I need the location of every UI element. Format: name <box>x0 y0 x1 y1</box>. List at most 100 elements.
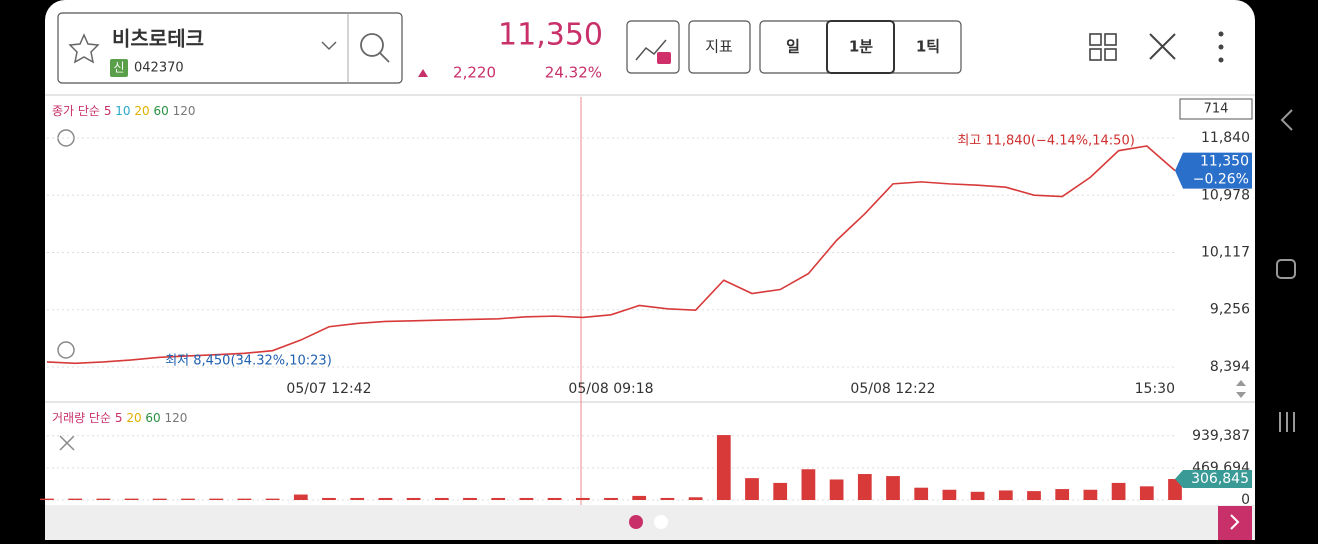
high-label: 최고 11,840(−4.14%,14:50) <box>957 134 1134 149</box>
y-tick-label: 939,387 <box>1192 428 1250 444</box>
button-label[interactable]: 1틱 <box>916 38 940 56</box>
indicator-button[interactable] <box>688 20 751 74</box>
volume-bar <box>632 495 647 500</box>
volume-bar <box>1111 482 1126 500</box>
scroll-icon[interactable] <box>1236 380 1246 398</box>
price-tag <box>1175 152 1252 189</box>
volume-bar <box>857 474 872 500</box>
price-tag-change: −0.26% <box>1193 172 1249 188</box>
change: 2,220 <box>453 64 496 82</box>
volume-bar <box>604 497 618 500</box>
page-dot[interactable] <box>629 515 643 529</box>
legend: 종가 단순 5 10 20 60 120 <box>52 104 196 118</box>
legend-item: 10 <box>115 104 130 118</box>
legend-item: 60 <box>154 104 169 118</box>
page-dot[interactable] <box>654 515 668 529</box>
star-icon[interactable] <box>68 33 100 64</box>
volume-bar <box>40 498 54 500</box>
volume-bar <box>378 497 393 500</box>
y-tick-label: 0 <box>1241 492 1250 508</box>
volume-bar <box>688 497 703 500</box>
volume-bar <box>434 497 449 500</box>
legend-item: 5 <box>115 411 123 425</box>
volume-tag-value: 306,845 <box>1191 471 1249 487</box>
volume-bar <box>68 498 83 500</box>
volume-bar <box>152 498 167 500</box>
legend-item: 거래량 단순 <box>52 411 111 425</box>
button-label[interactable]: 일 <box>786 38 800 56</box>
grid-icon[interactable] <box>1089 33 1117 61</box>
badge: 신 <box>113 61 124 75</box>
change-pct: 24.32% <box>545 64 602 82</box>
tools-icon[interactable] <box>1149 33 1176 60</box>
y-tick-label: 9,256 <box>1210 302 1250 318</box>
volume-bar <box>463 497 477 500</box>
legend-item: 120 <box>165 411 188 425</box>
legend-item: 60 <box>145 411 160 425</box>
box <box>1179 98 1253 120</box>
volume-bar <box>998 490 1013 500</box>
y-tick-label: 8,394 <box>1210 359 1250 375</box>
volume-bar <box>914 487 929 500</box>
y-tick-label: 10,978 <box>1201 187 1250 203</box>
badge-bg <box>110 59 128 77</box>
button-label[interactable]: 1분 <box>849 38 873 56</box>
y-tick-label: 10,117 <box>1201 245 1250 261</box>
dropdown-icon[interactable] <box>321 41 337 51</box>
volume-bar <box>519 497 534 500</box>
legend-item: 5 <box>104 104 112 118</box>
volume-bar <box>575 497 590 500</box>
legend-item: 20 <box>134 104 149 118</box>
volume-bar <box>237 498 252 500</box>
next-button[interactable] <box>1218 506 1252 540</box>
button-label[interactable]: 지표 <box>705 38 733 56</box>
volume-bar <box>886 476 900 500</box>
menu-icon[interactable] <box>1218 31 1224 63</box>
volume-bar <box>124 498 139 500</box>
volume-bar <box>406 497 421 500</box>
volume-bar <box>1055 489 1070 500</box>
price-line <box>46 145 1176 365</box>
volume-bar <box>970 491 985 500</box>
legend-item: 120 <box>173 104 196 118</box>
x-tick-label: 05/07 12:42 <box>286 381 371 397</box>
volume-bar <box>293 494 308 500</box>
legend-item: 종가 단순 <box>52 104 100 118</box>
volume-bar <box>1027 491 1041 500</box>
period-selected[interactable] <box>826 20 895 74</box>
legend-item: 20 <box>126 411 141 425</box>
legend: 거래량 단순 5 20 60 120 <box>52 411 187 425</box>
stock-code: 042370 <box>134 61 184 76</box>
price: 11,350 <box>498 18 603 53</box>
x-tick-label: 15:30 <box>1135 381 1175 397</box>
volume-bar <box>801 469 816 500</box>
volume-bar <box>491 497 506 500</box>
close-icon[interactable] <box>59 435 75 451</box>
search-box[interactable] <box>57 12 403 84</box>
volume-bar <box>1083 489 1098 500</box>
y-tick-label: 11,840 <box>1201 130 1250 146</box>
system-nav[interactable] <box>1276 109 1296 432</box>
footer <box>45 505 1255 540</box>
volume-bar <box>322 497 336 500</box>
zoom-out[interactable] <box>57 341 75 359</box>
stock-name: 비츠로테크 <box>112 27 204 51</box>
volume-bar <box>716 435 731 500</box>
volume-bar <box>181 498 195 500</box>
volume-bar <box>96 498 111 500</box>
chart-button[interactable] <box>626 20 680 74</box>
box-value: 714 <box>1204 102 1229 117</box>
low-label: 최저 8,450(34.32%,10:23) <box>165 354 332 369</box>
volume-bar <box>265 498 280 500</box>
volume-tag <box>1175 470 1252 489</box>
volume-bar <box>942 489 957 500</box>
card <box>45 0 1255 540</box>
search-icon[interactable] <box>360 33 384 57</box>
volume-bar <box>829 479 844 500</box>
price-tag-value: 11,350 <box>1200 154 1249 170</box>
volume-bar <box>773 482 788 500</box>
volume-bar <box>209 498 224 500</box>
volume-bar <box>547 497 562 500</box>
volume-bar <box>1168 479 1182 500</box>
